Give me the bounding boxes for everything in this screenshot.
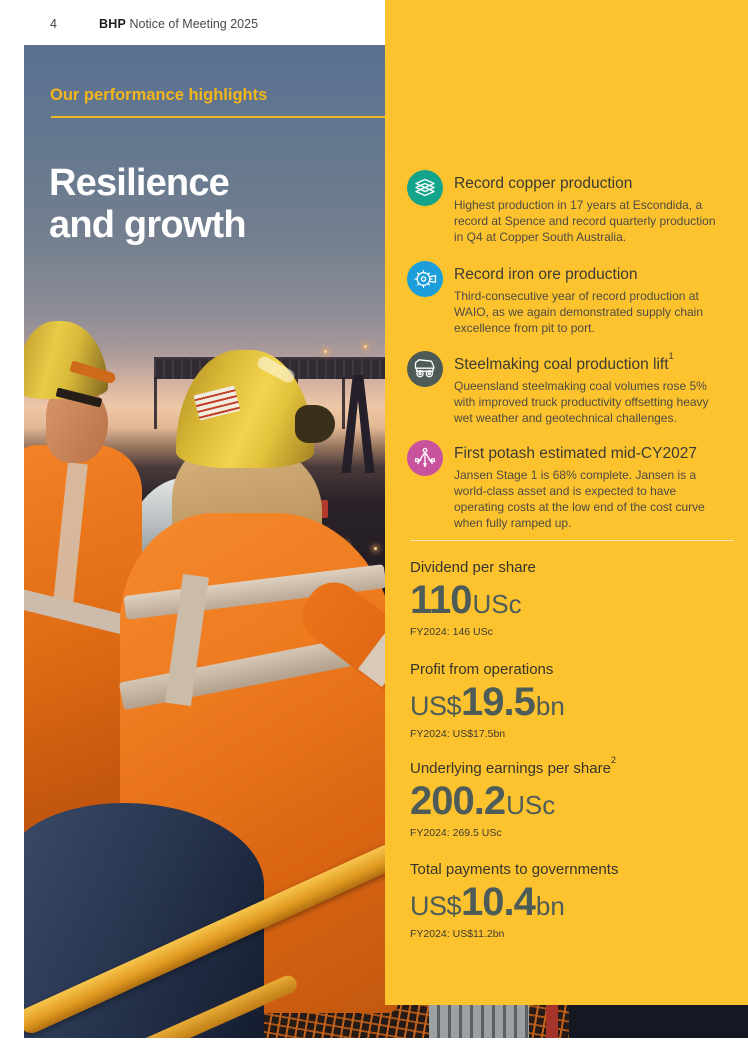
stat-unit: USc <box>506 790 556 820</box>
title-line-1: Resilience <box>49 162 230 204</box>
stat-prior-year: FY2024: US$11.2bn <box>410 928 505 940</box>
stat-unit: USc <box>472 589 522 619</box>
kicker-underline <box>51 116 385 118</box>
stat-label: Underlying earnings per share2 <box>410 754 616 777</box>
brand-name: BHP <box>99 17 126 31</box>
stat-label: Dividend per share <box>410 559 536 576</box>
stat-value: 110 USc <box>410 580 730 620</box>
section-kicker: Our performance highlights <box>50 86 268 104</box>
highlight-item-potash: First potash estimated mid-CY2027 Jansen… <box>407 440 727 531</box>
page-header: 4 BHP Notice of Meeting 2025 <box>0 17 748 37</box>
page-number: 4 <box>50 17 57 31</box>
stat-underlying-eps: Underlying earnings per share2 200.2 USc … <box>410 754 730 839</box>
stat-profit-from-operations: Profit from operations US$ 19.5 bn FY2024:… <box>410 660 730 740</box>
drill-rig-icon <box>407 440 443 476</box>
red-post <box>546 1003 558 1038</box>
document-title: BHP Notice of Meeting 2025 <box>99 17 258 31</box>
stat-prefix: US$ <box>410 691 462 721</box>
conveyor-light <box>364 345 367 348</box>
stat-number: 110 <box>410 578 473 622</box>
stat-label: Profit from operations <box>410 661 554 678</box>
stat-value: US$ 10.4 bn <box>410 882 730 922</box>
bucket-wheel-excavator-icon <box>407 261 443 297</box>
highlight-body: Queensland steelmaking coal volumes rose… <box>454 379 709 426</box>
site-light <box>374 547 377 550</box>
highlight-heading: First potash estimated mid-CY2027 <box>454 445 697 463</box>
stat-label: Total payments to governments <box>410 861 619 878</box>
shadow-area <box>569 1000 748 1038</box>
highlight-heading: Steelmaking coal production lift1 <box>454 350 674 374</box>
hard-hat-strap <box>295 405 335 443</box>
stat-prior-year: FY2024: 146 USc <box>410 626 493 638</box>
stat-value: US$ 19.5 bn <box>410 682 730 722</box>
stat-prior-year: FY2024: US$17.5bn <box>410 728 506 740</box>
highlights-panel: Record copper production Highest product… <box>385 0 748 1005</box>
highlight-heading: Record iron ore production <box>454 266 638 284</box>
section-divider <box>410 540 734 541</box>
highlight-body: Jansen Stage 1 is 68% complete. Jansen i… <box>454 468 705 531</box>
stat-unit: bn <box>535 691 565 721</box>
stat-prefix: US$ <box>410 891 462 921</box>
stat-number: 200.2 <box>410 779 506 823</box>
conveyor-light <box>324 350 327 353</box>
copper-sheets-icon <box>407 170 443 206</box>
page-title: Resilience and growth <box>49 162 379 246</box>
stat-prior-year: FY2024: 269.5 USc <box>410 827 502 839</box>
highlight-heading: Record copper production <box>454 175 633 193</box>
haul-truck-icon <box>407 351 443 387</box>
title-line-2: and growth <box>49 204 247 246</box>
walkway-grate <box>429 1003 529 1038</box>
highlight-item-copper: Record copper production Highest product… <box>407 170 727 245</box>
stat-payments-to-governments: Total payments to governments US$ 10.4 bn … <box>410 860 730 940</box>
stat-value: 200.2 USc <box>410 781 730 821</box>
highlight-body: Highest production in 17 years at Escond… <box>454 198 716 245</box>
doc-title-text: Notice of Meeting 2025 <box>129 17 259 31</box>
highlight-item-iron-ore: Record iron ore production Third-consecu… <box>407 261 727 336</box>
stat-unit: bn <box>535 891 565 921</box>
stat-number: 10.4 <box>461 880 536 924</box>
stat-dividend-per-share: Dividend per share 110 USc FY2024: 146 US… <box>410 558 730 638</box>
highlight-item-coal: Steelmaking coal production lift1 Queens… <box>407 351 727 426</box>
stat-number: 19.5 <box>461 680 536 724</box>
highlight-body: Third-consecutive year of record product… <box>454 289 704 336</box>
